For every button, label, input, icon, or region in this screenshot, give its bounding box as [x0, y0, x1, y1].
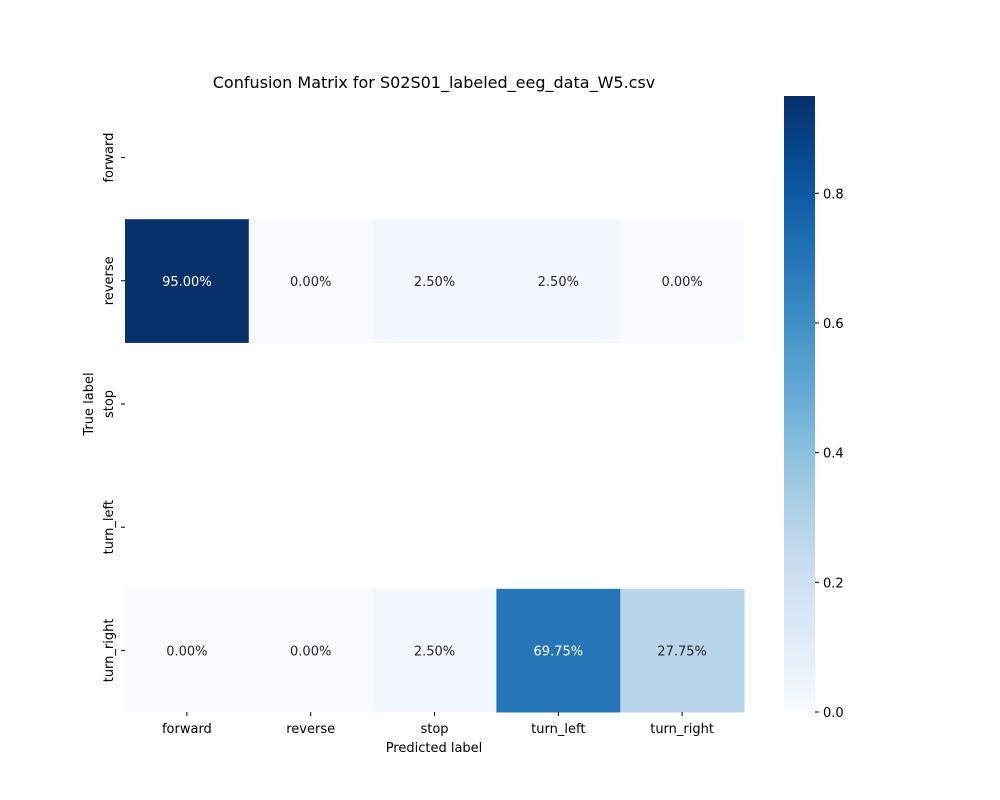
colorbar-tick-label: 0.6 [823, 317, 844, 332]
colorbar-tick-label: 0.8 [823, 187, 844, 202]
heatmap-cell [125, 588, 250, 713]
heatmap-cell [496, 219, 621, 343]
colorbar-tick-label: 0.2 [823, 576, 844, 591]
x-axis-label: Predicted label [386, 741, 483, 756]
chart-title: Confusion Matrix for S02S01_labeled_eeg_… [213, 73, 656, 93]
heatmap-cell [248, 219, 374, 343]
x-tick-label: forward [162, 722, 212, 737]
y-axis-ticks: forward reverse stop turn_left turn_right [102, 133, 125, 683]
heatmap-cell [372, 219, 497, 343]
cell-annotation: 2.50% [414, 644, 455, 659]
heatmap-cell [620, 219, 745, 343]
heatmap-cell [496, 588, 621, 713]
cell-annotation: 2.50% [538, 275, 579, 290]
x-tick-label: stop [420, 722, 448, 737]
cell-annotation: 0.00% [166, 644, 207, 659]
colorbar-ticks: 0.0 0.2 0.4 0.6 0.8 [815, 187, 844, 721]
cell-annotation: 0.00% [290, 275, 331, 290]
colorbar-tick-label: 0.4 [823, 447, 844, 462]
cell-annotation: 27.75% [657, 644, 707, 659]
y-tick-label: turn_right [102, 619, 117, 683]
cell-annotation: 69.75% [534, 644, 584, 659]
heatmap-cell [125, 219, 250, 343]
cell-annotation: 2.50% [414, 275, 455, 290]
cell-annotation: 0.00% [661, 275, 702, 290]
heatmap-cell [620, 588, 745, 713]
y-tick-label: forward [102, 133, 117, 183]
y-axis-label: True label [82, 372, 97, 436]
colorbar [784, 96, 815, 712]
x-tick-label: turn_right [650, 722, 714, 737]
colorbar-tick-label: 0.0 [823, 706, 844, 721]
heatmap-cell [248, 588, 374, 713]
heatmap-cell [372, 588, 497, 713]
cell-annotation: 95.00% [162, 275, 212, 290]
x-tick-label: turn_left [531, 722, 585, 737]
y-tick-label: reverse [102, 256, 117, 305]
y-tick-label: turn_left [102, 500, 117, 554]
y-tick-label: stop [102, 390, 117, 418]
heatmap-cells: 95.00% 0.00% 2.50% 2.50% 0.00% 0.00% 0.00% 2.50… [125, 219, 745, 713]
x-axis-ticks: forward reverse stop turn_left turn_right [162, 712, 714, 737]
cell-annotation: 0.00% [290, 644, 331, 659]
x-tick-label: reverse [286, 722, 335, 737]
